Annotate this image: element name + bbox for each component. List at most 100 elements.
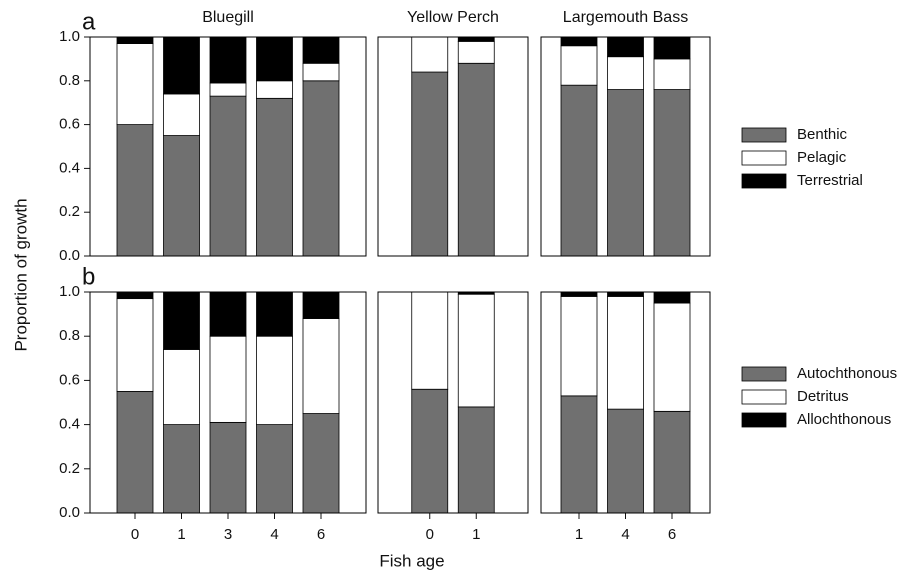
- legend-label: Autochthonous: [797, 365, 897, 382]
- x-tick-label: 1: [472, 526, 480, 543]
- bar-segment: [163, 36, 200, 95]
- bar-segment: [653, 302, 691, 412]
- bar-segment: [607, 291, 644, 297]
- bar-segment: [653, 89, 691, 257]
- bar-segment: [116, 291, 154, 300]
- bar-segment: [607, 296, 644, 410]
- x-axis-label: Fish age: [379, 551, 444, 570]
- x-tick-label: 0: [426, 526, 434, 543]
- bar-segment: [163, 93, 200, 136]
- bar-segment: [209, 95, 247, 257]
- bar-segment: [607, 36, 644, 58]
- x-tick-label: 1: [575, 526, 583, 543]
- y-tick-label: 0.4: [59, 416, 80, 433]
- panel-title: Yellow Perch: [407, 9, 499, 26]
- y-tick-label: 0.6: [59, 371, 80, 388]
- bar-segment: [163, 135, 200, 257]
- bar-segment: [163, 291, 200, 350]
- y-tick-label: 0.0: [59, 247, 80, 264]
- bar-segment: [653, 291, 691, 304]
- panel-label: a: [82, 8, 96, 35]
- panel-title: Bluegill: [202, 9, 254, 26]
- panel-frame: [89, 36, 367, 257]
- legend-swatch: [741, 389, 787, 405]
- bar-segment: [256, 291, 293, 337]
- y-tick-label: 1.0: [59, 28, 80, 45]
- bar-segment: [457, 40, 495, 64]
- x-tick-label: 6: [317, 526, 325, 543]
- panel-frame: [377, 291, 529, 514]
- bar-segment: [116, 391, 154, 514]
- y-tick-label: 1.0: [59, 283, 80, 300]
- bar-segment: [256, 424, 293, 514]
- bar-segment: [607, 89, 644, 257]
- bar-segment: [163, 349, 200, 425]
- legend-label: Benthic: [797, 126, 848, 143]
- bar-segment: [560, 291, 598, 297]
- x-tick-label: 3: [224, 526, 232, 543]
- bar-segment: [457, 62, 495, 257]
- y-tick-label: 0.2: [59, 460, 80, 477]
- bar-segment: [560, 45, 598, 86]
- bar-segment: [302, 80, 340, 257]
- x-tick-label: 1: [177, 526, 185, 543]
- y-axis-label: Proportion of growth: [11, 198, 30, 351]
- bar-segment: [560, 84, 598, 257]
- bar-segment: [560, 296, 598, 397]
- bar-segment: [256, 335, 293, 426]
- bar-segment: [607, 408, 644, 514]
- bar-segment: [653, 58, 691, 90]
- bar-segment: [302, 36, 340, 64]
- panel-frame: [540, 36, 711, 257]
- bar-segment: [411, 71, 449, 257]
- y-tick-label: 0.6: [59, 116, 80, 133]
- bar-segment: [302, 318, 340, 414]
- bar-segment: [209, 335, 247, 423]
- bar-segment: [256, 80, 293, 99]
- legend-swatch: [741, 366, 787, 382]
- bar-segment: [457, 406, 495, 514]
- legend-label: Allochthonous: [797, 411, 891, 428]
- legend-label: Pelagic: [797, 149, 847, 166]
- legend-swatch: [741, 412, 787, 428]
- panel-title: Largemouth Bass: [563, 9, 688, 26]
- bar-segment: [256, 97, 293, 257]
- panel-label: b: [82, 263, 95, 290]
- legend-label: Detritus: [797, 388, 849, 405]
- bar-segment: [411, 388, 449, 514]
- panel-frame: [540, 291, 711, 514]
- bar-segment: [653, 36, 691, 60]
- bar-segment: [209, 291, 247, 337]
- bar-segment: [457, 293, 495, 408]
- x-tick-label: 4: [270, 526, 278, 543]
- x-tick-label: 4: [621, 526, 629, 543]
- bar-segment: [163, 424, 200, 514]
- bar-segment: [411, 36, 449, 73]
- bar-segment: [256, 36, 293, 82]
- bar-segment: [116, 43, 154, 125]
- bar-segment: [560, 395, 598, 514]
- bar-segment: [116, 124, 154, 257]
- bar-segment: [457, 36, 495, 42]
- bar-segment: [653, 410, 691, 514]
- bar-segment: [209, 36, 247, 84]
- bar-segment: [209, 421, 247, 514]
- y-tick-label: 0.8: [59, 72, 80, 89]
- bar-segment: [302, 413, 340, 514]
- bar-segment: [116, 298, 154, 392]
- bar-segment: [607, 56, 644, 90]
- bar-segment: [411, 291, 449, 390]
- bar-segment: [302, 62, 340, 82]
- legend-swatch: [741, 127, 787, 143]
- y-tick-label: 0.4: [59, 159, 80, 176]
- bar-segment: [302, 291, 340, 319]
- panel-frame: [377, 36, 529, 257]
- panel-frame: [89, 291, 367, 514]
- y-tick-label: 0.2: [59, 203, 80, 220]
- bar-segment: [560, 36, 598, 47]
- legend-swatch: [741, 173, 787, 189]
- y-tick-label: 0.0: [59, 504, 80, 521]
- legend-label: Terrestrial: [797, 172, 863, 189]
- bar-segment: [116, 36, 154, 44]
